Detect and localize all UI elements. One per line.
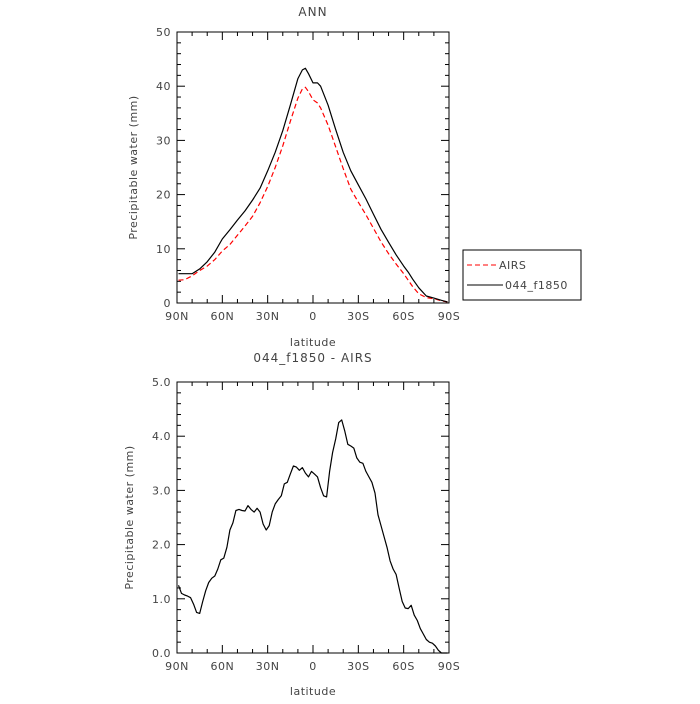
y-tick-label: 5.0 [152, 376, 171, 389]
x-tick-label: 30N [256, 660, 280, 673]
x-tick-label: 60N [210, 310, 234, 323]
series-line-airs [178, 86, 448, 303]
bottom-panel: 044_f1850 - AIRS Precipitable water (mm)… [123, 351, 460, 698]
y-tick-label: 10 [156, 243, 171, 256]
x-tick-label: 60N [210, 660, 234, 673]
y-axis-label: Precipitable water (mm) [127, 95, 140, 239]
y-tick-label: 4.0 [152, 430, 171, 443]
x-tick-label: 60S [392, 310, 414, 323]
y-tick-label: 2.0 [152, 539, 171, 552]
x-tick-label: 30N [256, 310, 280, 323]
x-tick-label: 0 [309, 310, 317, 323]
chart-title: 044_f1850 - AIRS [253, 351, 372, 365]
y-tick-label: 50 [156, 26, 171, 39]
chart-title: ANN [298, 5, 327, 19]
y-tick-label: 3.0 [152, 484, 171, 497]
plot-frame [176, 381, 450, 654]
series-line-044-f1850 [178, 67, 448, 303]
x-tick-label: 60S [392, 660, 414, 673]
x-tick-label: 0 [309, 660, 317, 673]
legend-label-airs: AIRS [499, 259, 526, 272]
x-tick-label: 90S [438, 660, 460, 673]
y-tick-label: 0 [164, 297, 172, 310]
x-tick-label: 90N [165, 660, 189, 673]
y-axis-label: Precipitable water (mm) [123, 445, 136, 589]
legend-label-044-f1850: 044_f1850 [505, 279, 568, 292]
y-tick-label: 0.0 [152, 647, 171, 660]
x-tick-label: 30S [347, 310, 369, 323]
x-axis-label: latitude [290, 685, 336, 698]
y-tick-label: 40 [156, 80, 171, 93]
x-tick-label: 30S [347, 660, 369, 673]
plot-frame [176, 31, 450, 304]
x-tick-label: 90S [438, 310, 460, 323]
y-tick-label: 30 [156, 134, 171, 147]
legend: AIRS 044_f1850 [462, 249, 582, 301]
legend-box [462, 249, 582, 301]
difference-line [177, 419, 448, 654]
x-tick-label: 90N [165, 310, 189, 323]
top-panel: ANN Precipitable water (mm) latitude AIR… [127, 5, 582, 349]
y-tick-label: 1.0 [152, 593, 171, 606]
y-tick-label: 20 [156, 189, 171, 202]
x-axis-label: latitude [290, 336, 336, 349]
